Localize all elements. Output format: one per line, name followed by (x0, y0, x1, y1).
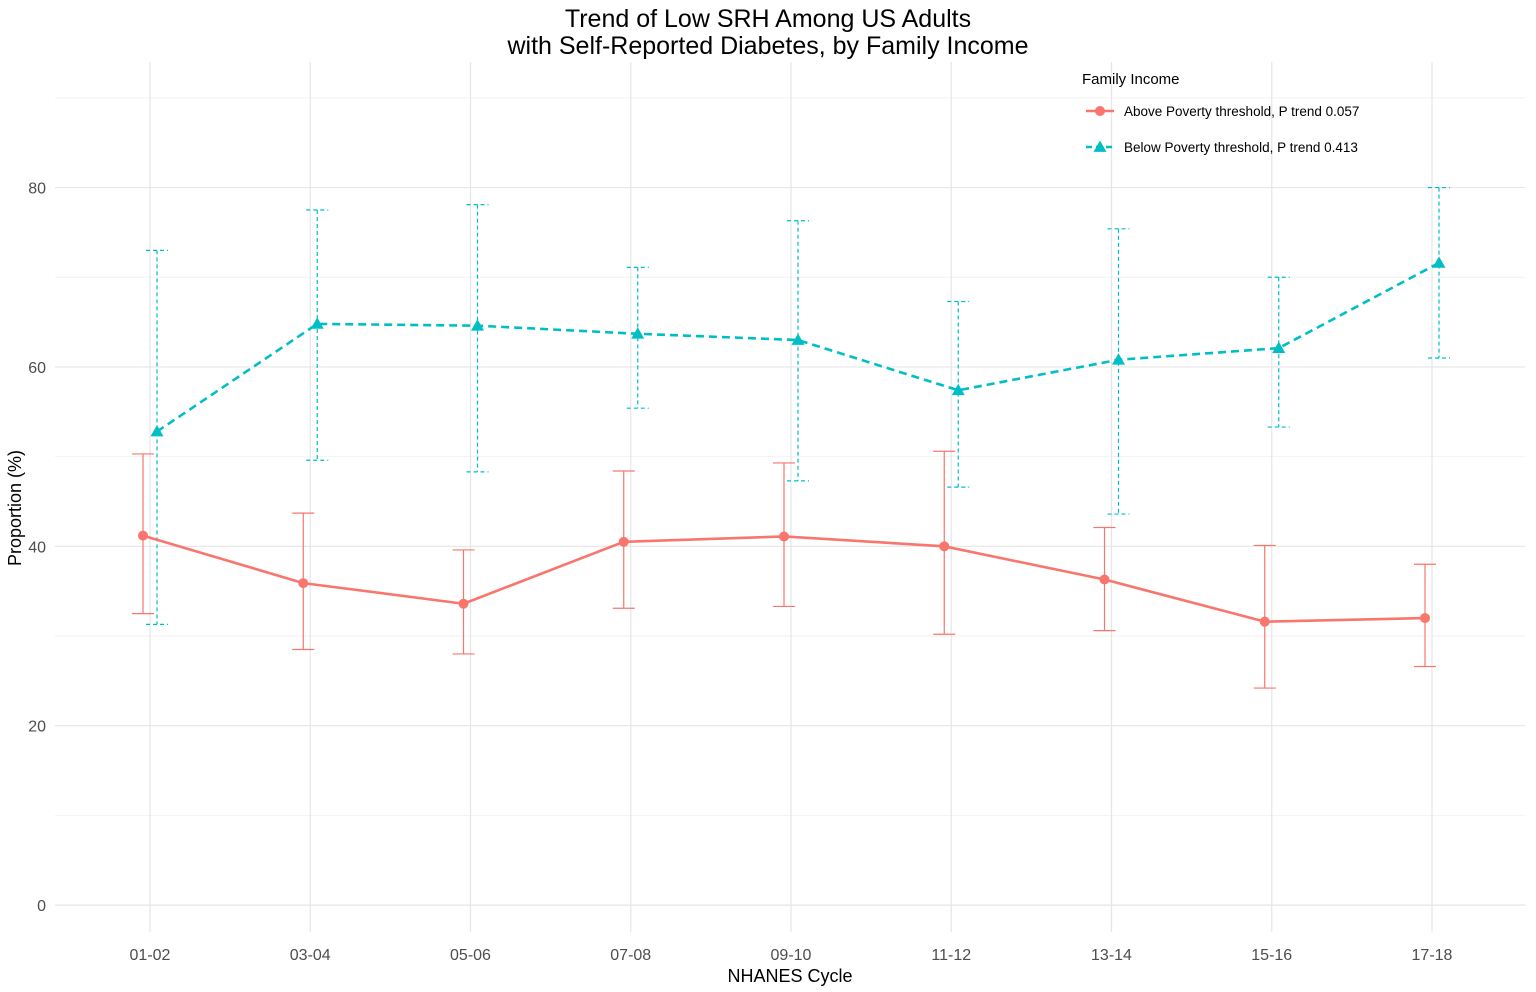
x-tick-label: 13-14 (1091, 947, 1132, 964)
data-point-triangle (150, 425, 164, 437)
data-point-circle (779, 531, 789, 542)
x-tick-label: 01-02 (130, 947, 171, 964)
data-point-circle (1259, 616, 1270, 627)
legend-item: Above Poverty threshold, P trend 0.057 (1086, 104, 1359, 119)
data-point-triangle (951, 383, 965, 396)
y-tick-label: 20 (28, 719, 46, 736)
data-point-circle (458, 598, 469, 609)
data-point-circle (138, 530, 148, 541)
data-point-circle (298, 578, 309, 589)
data-point-circle (939, 541, 950, 552)
data-point-circle (1420, 613, 1430, 624)
data-point-triangle (471, 319, 484, 331)
legend-title: Family Income (1082, 71, 1180, 88)
grid-minor (55, 97, 1525, 816)
grid-major (55, 62, 1525, 932)
x-tick-label: 09-10 (771, 947, 812, 964)
series-line (156, 261, 1440, 433)
legend-key-circle (1095, 106, 1105, 116)
legend-label: Above Poverty threshold, P trend 0.057 (1124, 104, 1359, 119)
y-tick-label: 60 (28, 360, 46, 377)
legend-key-triangle (1093, 140, 1107, 152)
x-tick-label: 07-08 (610, 947, 651, 964)
x-tick-label: 11-12 (931, 947, 971, 964)
y-tick-label: 80 (28, 181, 46, 198)
y-tick-label: 40 (28, 539, 46, 556)
data-point-triangle (791, 333, 805, 345)
chart-title-line-2: with Self-Reported Diabetes, by Family I… (507, 32, 1029, 60)
x-tick-label: 15-16 (1251, 947, 1292, 964)
data-point-triangle (310, 317, 324, 329)
legend-item: Below Poverty threshold, P trend 0.413 (1086, 140, 1358, 155)
error-bars (132, 186, 1450, 689)
legend: Family Income Above Poverty threshold, P… (1082, 71, 1359, 155)
data-point-triangle (1432, 256, 1446, 268)
series-points (138, 256, 1446, 627)
data-point-triangle (1272, 341, 1286, 353)
x-tick-label: 17-18 (1412, 947, 1453, 964)
legend-label: Below Poverty threshold, P trend 0.413 (1124, 140, 1358, 155)
data-point-circle (1099, 574, 1110, 585)
chart-title-line-1: Trend of Low SRH Among US Adults (564, 5, 972, 33)
y-axis-title: Proportion (%) (5, 450, 25, 566)
data-point-triangle (631, 327, 645, 339)
x-tick-label: 05-06 (450, 947, 491, 964)
x-tick-labels: 01-02 03-04 05-06 07-08 09-10 11-12 13-14 15-16… (130, 947, 1453, 964)
y-tick-label: 0 (37, 898, 46, 915)
data-point-circle (618, 536, 629, 547)
x-tick-label: 03-04 (290, 947, 331, 964)
y-tick-labels: 0 20 40 60 80 (28, 181, 46, 916)
data-point-triangle (1112, 353, 1125, 365)
x-axis-title: NHANES Cycle (727, 966, 852, 986)
